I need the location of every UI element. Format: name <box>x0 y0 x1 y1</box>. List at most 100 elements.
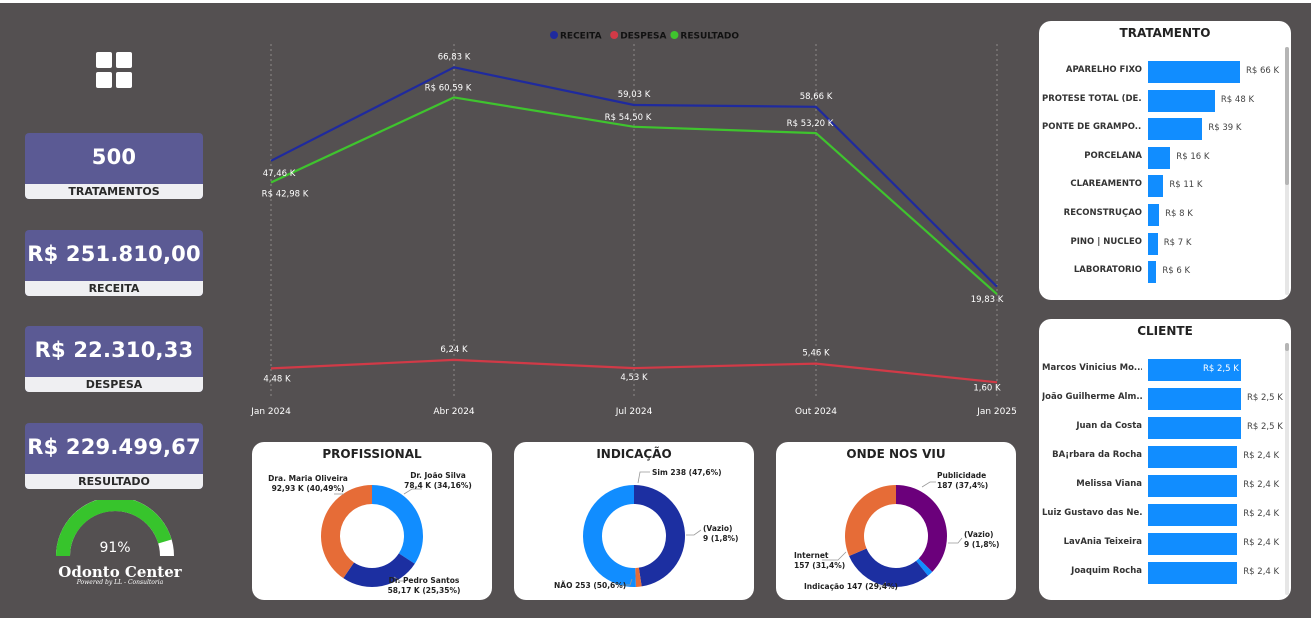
bar-row[interactable]: LABORATÓRIO R$ 6 K <box>1039 261 1284 284</box>
bar-value-label: R$ 16 K <box>1176 151 1210 162</box>
bar[interactable] <box>1148 261 1157 284</box>
data-label: R$ 42,98 K <box>262 189 309 199</box>
bar-row[interactable]: PONTE DE GRAMPO... R$ 39 K <box>1039 118 1284 141</box>
top-border <box>0 0 1311 3</box>
slice-label: 187 (37,4%) <box>937 481 988 490</box>
bar-value-label: R$ 48 K <box>1220 94 1255 105</box>
x-tick-label: Jul 2024 <box>615 407 653 417</box>
data-label: 4,48 K <box>263 374 291 384</box>
bar[interactable] <box>1148 89 1215 112</box>
bar-row[interactable]: LavÃnia Teixeira R$ 2,4 K <box>1039 533 1284 555</box>
legend-label: RESULTADO <box>680 32 739 42</box>
bar[interactable] <box>1148 359 1241 381</box>
bar-value-label: R$ 39 K <box>1208 123 1242 134</box>
bar-category-label: Marcos Vinicius Mo... <box>1042 363 1142 373</box>
bar[interactable] <box>1148 61 1240 83</box>
bar-row[interactable]: APARELHO FIXO R$ 66 K <box>1039 61 1284 83</box>
slice-label: Dr. Pedro Santos <box>389 576 460 585</box>
data-label: 19,83 K <box>971 295 1004 305</box>
bar[interactable] <box>1148 533 1238 555</box>
scrollbar-thumb[interactable] <box>1285 47 1289 185</box>
bar[interactable] <box>1148 204 1160 226</box>
bar[interactable] <box>1148 417 1241 439</box>
bar-row[interactable]: PRÓTESE TOTAL (DE... R$ 48 K <box>1039 89 1284 112</box>
bar[interactable] <box>1148 446 1238 468</box>
card-cliente: CLIENTE Marcos Vinicius Mo... R$ 2,5 K Joã… <box>1039 319 1291 600</box>
leader-line <box>948 537 963 544</box>
slice-label: Publicidade <box>937 471 986 480</box>
logo-subtitle: Powered by LL - Consultoria <box>76 579 164 586</box>
card-title: TRATAMENTO <box>1119 26 1211 40</box>
kpi-label: DESPESA <box>25 377 203 392</box>
logo: Odonto Center Powered by LL - Consultori… <box>50 563 190 586</box>
donut-slice <box>635 567 642 587</box>
bar-value-label: R$ 2,4 K <box>1243 509 1280 519</box>
slice-label: Dr. João Silva <box>410 471 466 480</box>
bar-value-label: R$ 2,4 K <box>1243 451 1280 461</box>
bar-row[interactable]: CLAREAMENTO R$ 11 K <box>1039 175 1284 198</box>
bar-row[interactable]: Joaquim Rocha R$ 2,4 K <box>1039 562 1284 584</box>
bar[interactable] <box>1148 562 1238 584</box>
bar-category-label: PINO | NÚCLEO <box>1070 236 1142 247</box>
legend-label: DESPESA <box>620 32 666 42</box>
bar-category-label: APARELHO FIXO <box>1065 65 1142 75</box>
slice-label: 78,4 K (34,16%) <box>404 481 472 490</box>
bar-row[interactable]: PINO | NÚCLEO R$ 7 K <box>1039 232 1284 255</box>
bar[interactable] <box>1148 475 1238 497</box>
bar[interactable] <box>1148 388 1241 410</box>
bar-category-label: João Guilherme Alm... <box>1042 392 1142 402</box>
bar-category-label: Juan da Costa <box>1076 421 1142 431</box>
legend-marker <box>550 31 558 39</box>
bar[interactable] <box>1148 232 1158 255</box>
leader-line <box>686 529 702 536</box>
slice-label: NÃO 253 (50,6%) <box>554 581 626 590</box>
grid-menu-icon[interactable] <box>96 52 132 88</box>
slice-label: Indicação 147 (29,4%) <box>804 582 898 591</box>
legend-marker <box>670 31 679 39</box>
bar-category-label: BÃ¡rbara da Rocha <box>1052 450 1142 460</box>
kpi-despesa: R$ 22.310,33 DESPESA <box>25 326 203 392</box>
slice-label: Dra. Maria Oliveira <box>268 474 348 483</box>
bar-row[interactable]: RECONSTRUÇÃO R$ 8 K <box>1039 204 1284 226</box>
bar-category-label: LABORATÓRIO <box>1073 265 1142 276</box>
donut-slice <box>849 548 929 587</box>
scrollbar-track[interactable] <box>1285 343 1289 595</box>
gauge-fill <box>56 500 172 557</box>
bar-value-label: R$ 6 K <box>1162 266 1191 277</box>
data-label: 6,24 K <box>440 345 468 355</box>
donut-slice <box>896 485 947 572</box>
slice-label: (Vazio) <box>703 524 732 533</box>
donut-slice <box>916 558 933 576</box>
bar[interactable] <box>1148 146 1171 169</box>
x-tick-label: Jan 2025 <box>976 407 1017 417</box>
scrollbar-thumb[interactable] <box>1285 343 1289 351</box>
leader-line <box>822 551 847 561</box>
gauge-chart: 91% <box>56 500 174 557</box>
bar-row[interactable]: PORCELANA R$ 16 K <box>1039 146 1284 169</box>
data-label: 4,53 K <box>620 373 648 383</box>
bar[interactable] <box>1148 175 1164 198</box>
bar-value-label: R$ 2,4 K <box>1243 480 1280 490</box>
slice-label: (Vazio) <box>964 530 993 539</box>
data-label: 47,46 K <box>263 169 296 179</box>
bar-category-label: Joaquim Rocha <box>1071 566 1142 576</box>
bar-row[interactable]: Melissa Viana R$ 2,4 K <box>1039 475 1284 497</box>
data-label: R$ 53,20 K <box>787 119 834 129</box>
kpi-receita: R$ 251.810,00 RECEITA <box>25 230 203 296</box>
data-label: 5,46 K <box>802 349 830 359</box>
slice-label: Internet <box>794 551 829 560</box>
bar-row[interactable]: João Guilherme Alm... R$ 2,5 K <box>1039 388 1284 410</box>
slice-label: 157 (31,4%) <box>794 561 845 570</box>
bar-row[interactable]: Luiz Gustavo das Ne... R$ 2,4 K <box>1039 504 1284 526</box>
leader-line <box>921 481 936 488</box>
bar-row[interactable]: Juan da Costa R$ 2,5 K <box>1039 417 1284 439</box>
bar[interactable] <box>1148 504 1238 526</box>
x-tick-label: Abr 2024 <box>433 407 475 417</box>
bar-row[interactable]: Marcos Vinicius Mo... R$ 2,5 K <box>1039 359 1284 381</box>
donut-chart-indicacao: Sim 238 (47,6%) (Vazio)9 (1,8%) NÃO 253 (5… <box>554 468 739 590</box>
leader-line <box>403 488 422 495</box>
bar[interactable] <box>1148 118 1203 141</box>
bar-row[interactable]: BÃ¡rbara da Rocha R$ 2,4 K <box>1039 446 1284 468</box>
